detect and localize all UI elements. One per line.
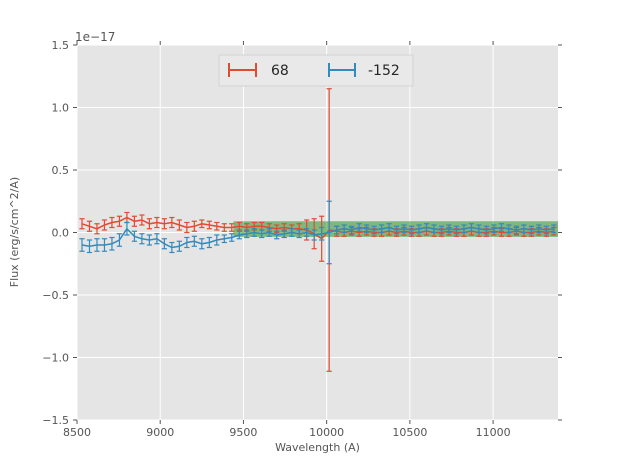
y-tick-label: −1.5 — [42, 414, 69, 427]
legend-label: 68 — [271, 63, 289, 79]
x-tick-label: 11000 — [476, 426, 511, 439]
gridlines — [76, 44, 558, 421]
x-tick-label: 9000 — [146, 426, 174, 439]
series-line — [81, 226, 554, 249]
x-tick-label: 9500 — [229, 426, 257, 439]
x-axis-label: Wavelength (A) — [275, 441, 360, 454]
series--152 — [79, 200, 557, 265]
y-axis-offset-text: 1e−17 — [75, 30, 115, 44]
y-tick-label: 0.5 — [52, 164, 70, 177]
y-tick-label: 0.0 — [52, 227, 70, 240]
y-axis-label: Flux (erg/s/cm^2/A) — [8, 177, 21, 287]
y-tick-label: 1.5 — [52, 39, 70, 52]
y-tick-label: −1.0 — [42, 352, 69, 365]
y-tick-label: 1.0 — [52, 102, 70, 115]
axis-ticks — [73, 41, 562, 424]
x-tick-label: 10500 — [392, 426, 427, 439]
legend: 68 -152 — [218, 54, 414, 87]
series-line — [81, 216, 554, 240]
legend-handle--152 — [328, 63, 356, 77]
x-tick-label: 10000 — [309, 426, 344, 439]
legend-label: -152 — [368, 63, 400, 79]
y-tick-label: −0.5 — [42, 289, 69, 302]
tick-labels: 8500 9000 9500 10000 10500 11000 −1.5 −1.0 −0.5 0… — [42, 39, 510, 439]
x-tick-label: 8500 — [63, 426, 91, 439]
legend-handle-68 — [228, 63, 257, 77]
